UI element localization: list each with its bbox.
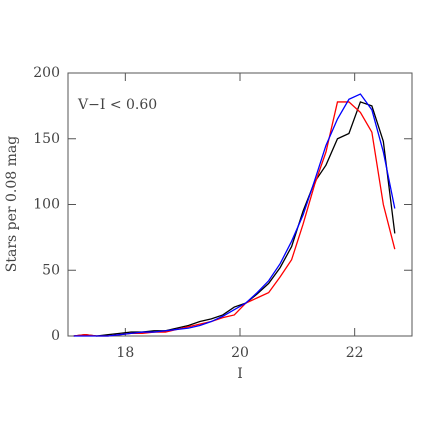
x-tick-label: 20	[231, 345, 249, 361]
series-line	[73, 101, 396, 337]
annotation: V−I < 0.60	[77, 97, 157, 113]
y-tick-label: 100	[33, 197, 60, 213]
x-tick-label: 22	[346, 345, 364, 361]
series-line	[73, 101, 396, 337]
y-tick-label: 50	[42, 262, 60, 278]
series-line	[73, 93, 396, 337]
y-axis-label: Stars per 0.08 mag	[4, 136, 20, 273]
y-tick-label: 150	[33, 131, 60, 147]
x-tick-label: 18	[116, 345, 134, 361]
y-tick-label: 0	[51, 328, 60, 344]
y-tick-label: 200	[33, 65, 60, 81]
x-axis-label: I	[237, 366, 243, 382]
